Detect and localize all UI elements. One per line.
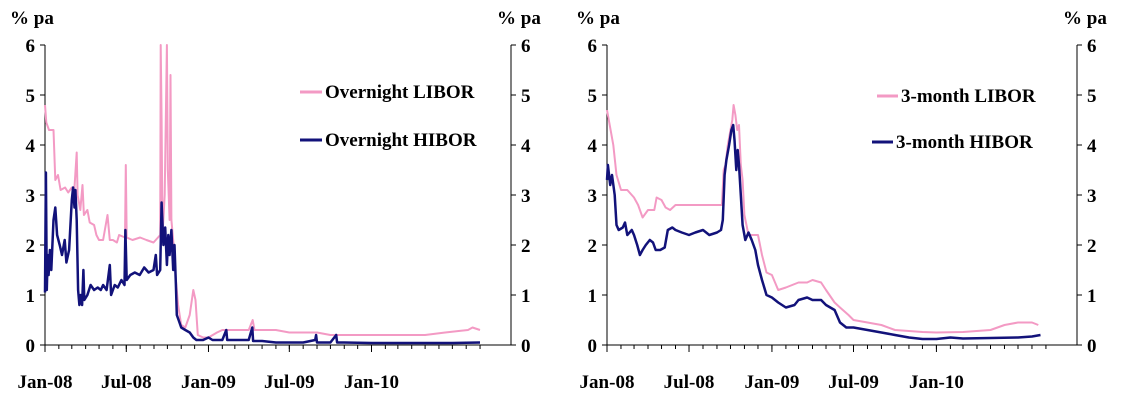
y-tick-label-right: 0: [521, 336, 531, 357]
y-tick-label-right: 5: [521, 86, 531, 107]
legend: Overnight LIBOR Overnight HIBOR: [300, 82, 477, 151]
panel-3-month: % pa % pa 3-month LIBOR 3-month HIBOR: [576, 8, 1107, 153]
y-tick-label-left: 4: [588, 136, 598, 157]
legend-label-3-month-hibor: 3-month HIBOR: [896, 132, 1033, 153]
x-tick-label: Jan-08: [580, 372, 635, 393]
y-tick-label-left: 0: [26, 336, 36, 357]
x-tick-label: Jan-08: [18, 372, 73, 393]
y-tick-label-left: 1: [26, 286, 36, 307]
y-tick-label-right: 6: [521, 36, 531, 57]
panel-overnight: % pa % pa Overnight LIBOR Overnight HIBO…: [10, 8, 541, 151]
legend: 3-month LIBOR 3-month HIBOR: [872, 86, 1036, 153]
x-tick-label: Jul-08: [664, 372, 715, 393]
legend-label-overnight-libor: Overnight LIBOR: [325, 82, 475, 103]
x-tick-label: Jan-10: [909, 372, 964, 393]
legend-label-overnight-hibor: Overnight HIBOR: [325, 130, 477, 151]
y-tick-label-right: 6: [1087, 36, 1097, 57]
y-tick-label-left: 2: [26, 236, 36, 257]
series-line-overnight-hibor: [45, 173, 480, 344]
y-tick-label-right: 3: [521, 186, 531, 207]
y-tick-label-left: 1: [588, 286, 598, 307]
right-unit-label: % pa: [497, 8, 541, 29]
x-tick-label: Jan-09: [181, 372, 236, 393]
y-tick-label-right: 4: [1087, 136, 1097, 157]
series-line-3-month-hibor: [607, 125, 1041, 339]
y-tick-label-right: 0: [1087, 336, 1097, 357]
x-tick-label: Jul-09: [828, 372, 879, 393]
y-tick-label-left: 5: [588, 86, 598, 107]
x-tick-label: Jan-10: [344, 372, 399, 393]
left-unit-label: % pa: [576, 8, 620, 29]
y-tick-label-right: 1: [1087, 286, 1097, 307]
y-tick-label-right: 5: [1087, 86, 1097, 107]
x-tick-label: Jul-08: [101, 372, 152, 393]
legend-label-3-month-libor: 3-month LIBOR: [901, 86, 1036, 107]
left-unit-label: % pa: [10, 8, 54, 29]
y-tick-label-left: 5: [26, 86, 36, 107]
y-tick-label-right: 3: [1087, 186, 1097, 207]
y-tick-label-left: 4: [26, 136, 36, 157]
x-tick-label: Jul-09: [264, 372, 315, 393]
right-unit-label: % pa: [1063, 8, 1107, 29]
y-tick-label-right: 4: [521, 136, 531, 157]
y-tick-label-right: 2: [1087, 236, 1097, 257]
y-tick-label-right: 2: [521, 236, 531, 257]
y-tick-label-left: 0: [588, 336, 598, 357]
x-tick-label: Jan-09: [744, 372, 799, 393]
y-tick-label-left: 3: [26, 186, 36, 207]
y-tick-label-left: 2: [588, 236, 598, 257]
y-tick-label-left: 6: [588, 36, 598, 57]
y-tick-label-right: 1: [521, 286, 531, 307]
y-tick-label-left: 3: [588, 186, 598, 207]
y-tick-label-left: 6: [26, 36, 36, 57]
